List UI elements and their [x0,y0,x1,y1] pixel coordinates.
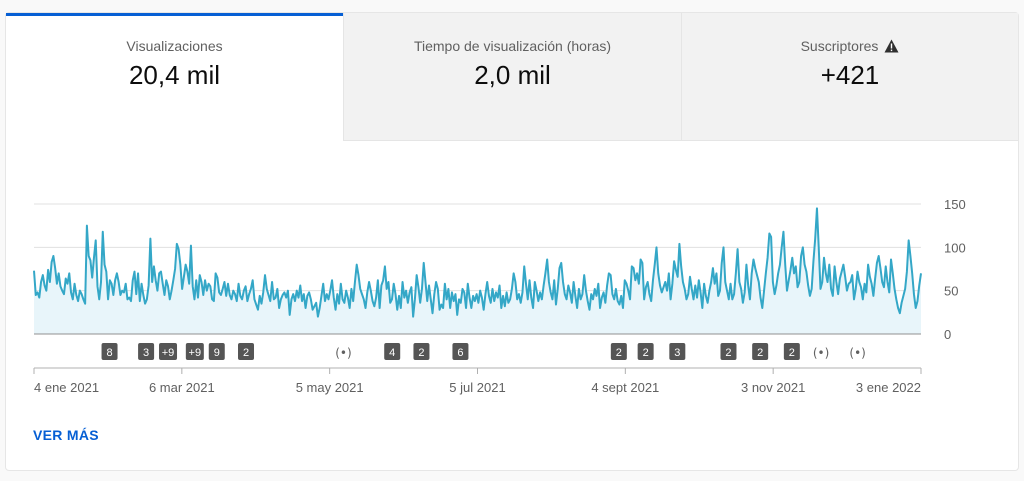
video-marker-label: 4 [389,347,395,359]
tab-views[interactable]: Visualizaciones 20,4 mil [6,13,344,141]
y-tick-label: 50 [944,284,958,299]
series-line [33,207,922,318]
video-marker-label: +9 [162,347,175,359]
live-marker-icon: (•) [335,346,351,360]
video-marker-box [101,343,118,360]
video-marker[interactable]: 2 [720,343,737,360]
video-marker-box [669,343,686,360]
video-marker-label: 2 [418,347,424,359]
video-marker-box [783,343,800,360]
video-marker-label: 2 [789,347,795,359]
video-marker[interactable]: 8 [101,343,118,360]
analytics-card: Visualizaciones 20,4 mil Tiempo de visua… [5,12,1019,471]
y-tick-label: 0 [944,327,951,342]
views-chart: 0 50 100 150 8 3 +9 +9 9 2 (•) 4 2 6 2 2 3 2 2 2 (•) (•) 4 ene… [33,197,966,395]
video-marker-label: 2 [643,347,649,359]
video-marker-label: 6 [457,347,463,359]
video-marker-box [452,343,469,360]
see-more-button[interactable]: VER MÁS [33,427,99,443]
video-marker-label: 9 [214,347,220,359]
video-marker-box [610,343,627,360]
video-marker[interactable]: 2 [610,343,627,360]
series-area [34,208,921,334]
video-marker[interactable]: 9 [208,343,225,360]
video-marker-box [185,343,204,360]
x-tick-label: 5 jul 2021 [449,380,505,395]
x-tick-label: 6 mar 2021 [149,380,215,395]
video-marker[interactable]: 4 [384,343,401,360]
video-marker-box [138,343,155,360]
video-marker-label: 3 [143,347,149,359]
video-marker-label: 8 [106,347,112,359]
y-tick-label: 100 [944,240,966,255]
tab-watch-time-value: 2,0 mil [474,60,551,90]
x-tick-label: 5 may 2021 [296,380,364,395]
live-marker-icon: (•) [813,346,829,360]
tab-views-value: 20,4 mil [128,60,221,90]
video-marker[interactable]: +9 [159,343,178,360]
video-marker-label: 2 [757,347,763,359]
video-marker-label: 2 [725,347,731,359]
video-marker-box [413,343,430,360]
video-marker-label: 3 [674,347,680,359]
video-marker[interactable]: 2 [637,343,654,360]
video-marker-label: +9 [189,347,202,359]
video-marker-box [238,343,255,360]
video-marker-box [208,343,225,360]
video-marker[interactable]: 2 [752,343,769,360]
video-marker-box [637,343,654,360]
tab-subscribers[interactable]: Suscriptores +421 [682,13,1018,141]
video-marker-box [720,343,737,360]
video-marker-label: 2 [616,347,622,359]
tab-views-label: Visualizaciones [126,38,223,54]
video-marker[interactable]: 2 [783,343,800,360]
video-marker-box [384,343,401,360]
x-tick-label: 3 ene 2022 [856,380,921,395]
video-marker[interactable]: 3 [138,343,155,360]
video-marker[interactable]: 2 [413,343,430,360]
x-tick-label: 4 sept 2021 [591,380,659,395]
video-marker[interactable]: +9 [185,343,204,360]
video-marker-label: 2 [243,347,249,359]
y-tick-label: 150 [944,197,966,212]
metric-tabs: Visualizaciones 20,4 mil Tiempo de visua… [6,13,1018,141]
tab-subscribers-label: Suscriptores [800,38,879,54]
tab-subscribers-value: +421 [820,60,880,90]
video-marker[interactable]: 3 [669,343,686,360]
video-marker[interactable]: 2 [238,343,255,360]
tab-subscribers-label-wrap: Suscriptores [682,38,1018,54]
tab-watch-time[interactable]: Tiempo de visualización (horas) 2,0 mil [344,13,682,141]
video-marker[interactable]: 6 [452,343,469,360]
x-tick-label: 4 ene 2021 [34,380,99,395]
video-marker-box [159,343,178,360]
live-marker-icon: (•) [849,346,865,360]
x-tick-label: 3 nov 2021 [741,380,805,395]
tab-watch-time-label: Tiempo de visualización (horas) [413,38,612,54]
video-marker-box [752,343,769,360]
warning-icon[interactable] [884,39,899,53]
